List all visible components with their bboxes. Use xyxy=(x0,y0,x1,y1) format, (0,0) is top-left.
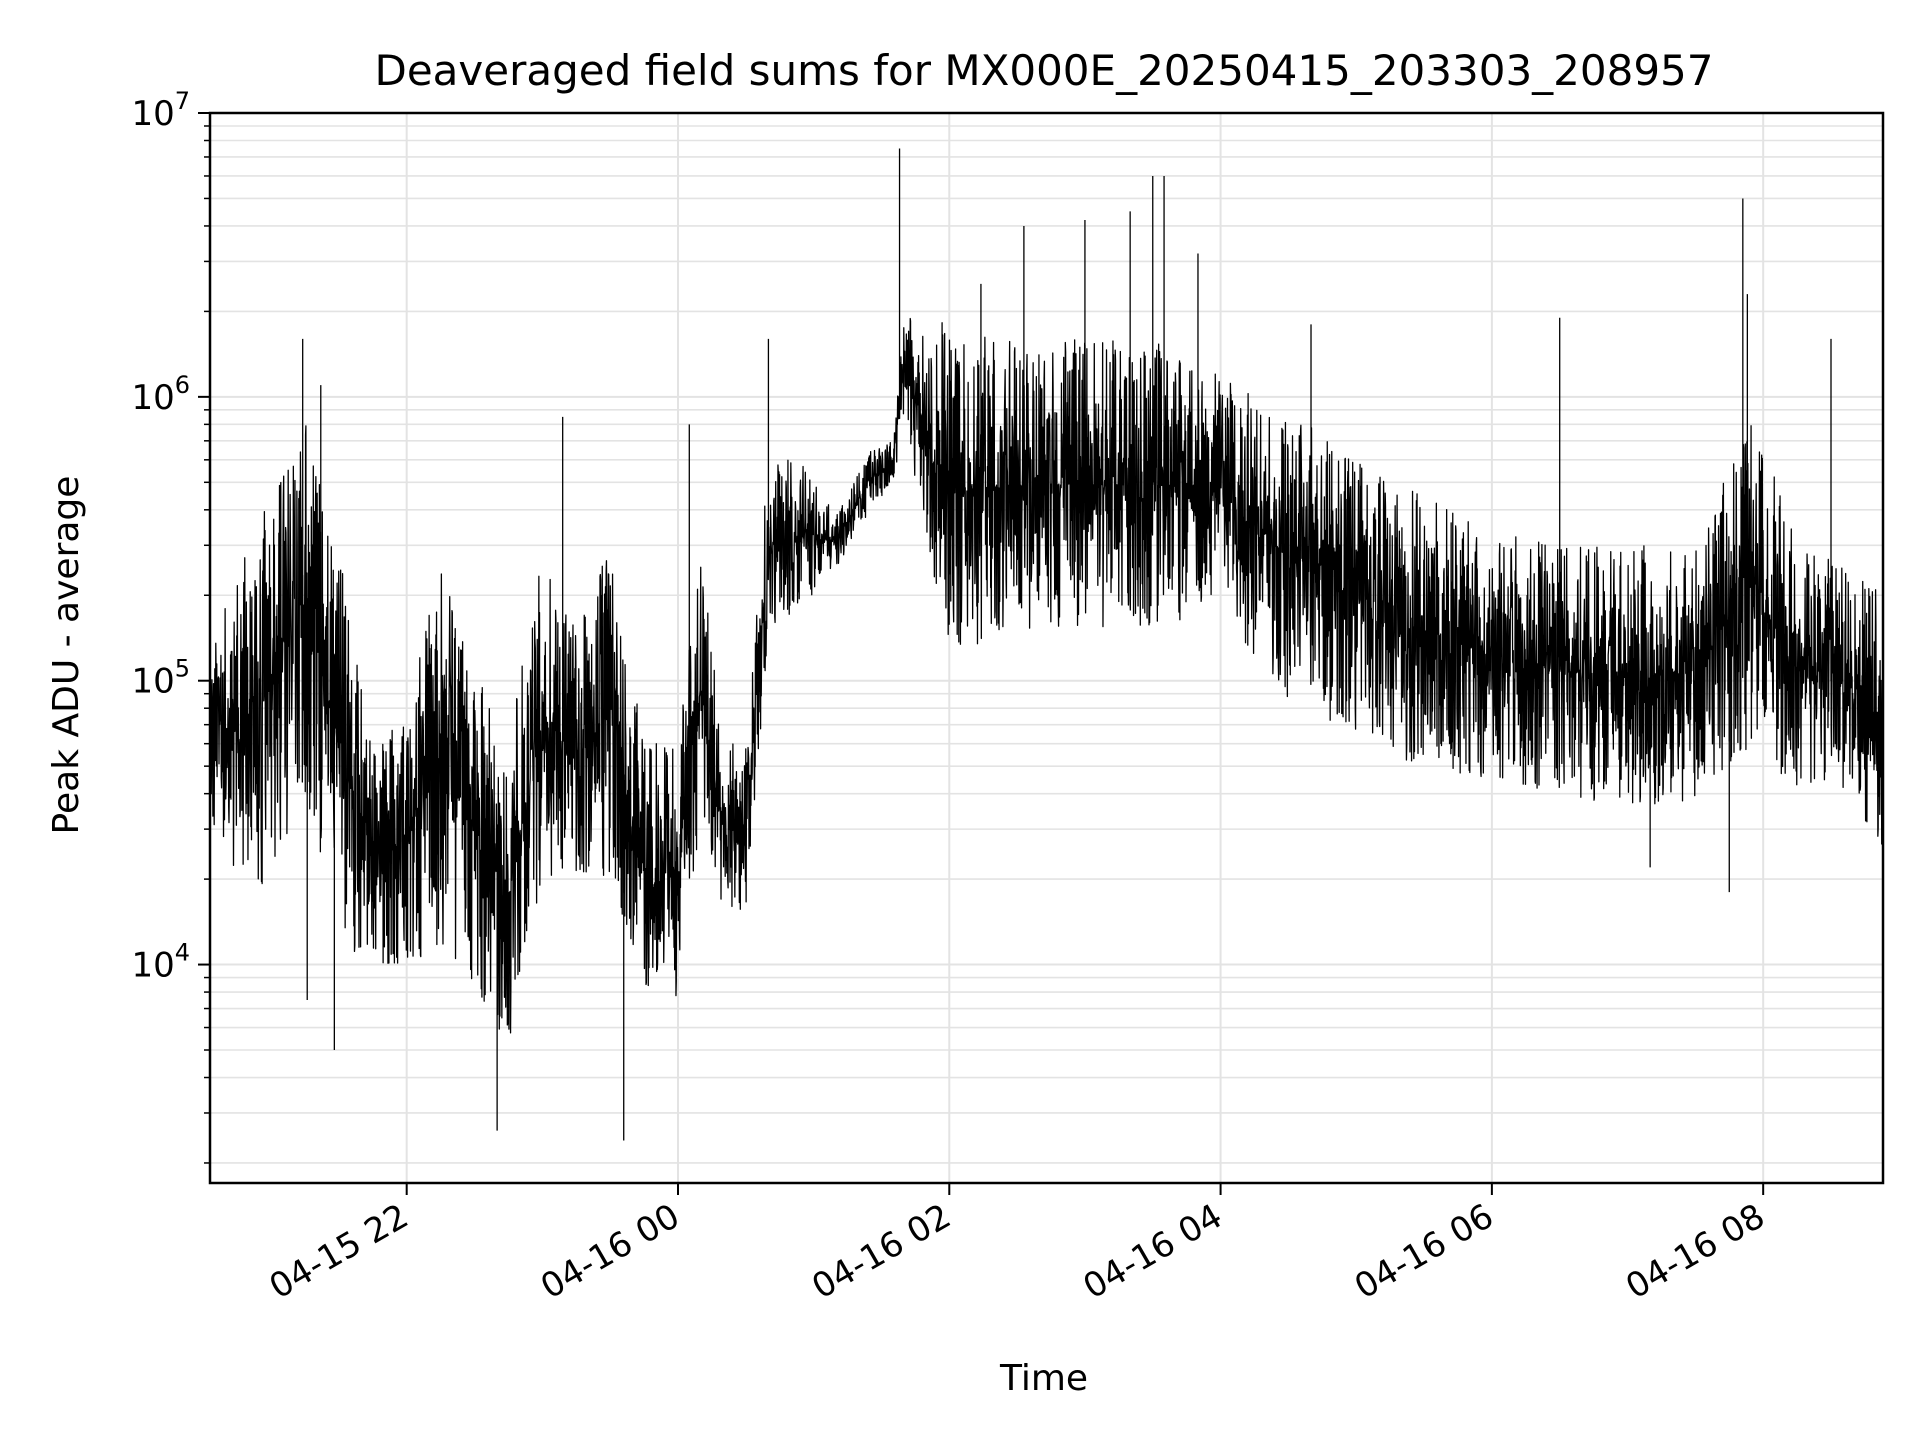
y-axis-label: Peak ADU - average xyxy=(46,476,87,835)
y-tick-base: 10 xyxy=(131,378,174,418)
y-tick-label: 105 xyxy=(131,655,190,702)
chart-title: Deaveraged field sums for MX000E_2025041… xyxy=(375,46,1714,95)
y-tick-exponent: 4 xyxy=(175,939,190,967)
y-tick-label: 104 xyxy=(131,939,190,986)
y-tick-base: 10 xyxy=(131,946,174,986)
y-tick-base: 10 xyxy=(131,94,174,134)
y-tick-exponent: 5 xyxy=(175,655,190,683)
data-series xyxy=(209,148,1884,1141)
y-tick-exponent: 7 xyxy=(175,87,190,115)
y-tick-exponent: 6 xyxy=(175,371,190,399)
plot-frame xyxy=(208,111,1885,1185)
y-tick-label: 106 xyxy=(131,371,190,418)
y-tick-base: 10 xyxy=(131,662,174,702)
x-axis-label: Time xyxy=(999,1358,1088,1399)
y-tick-label: 107 xyxy=(131,87,190,134)
series-line xyxy=(209,317,1884,1034)
